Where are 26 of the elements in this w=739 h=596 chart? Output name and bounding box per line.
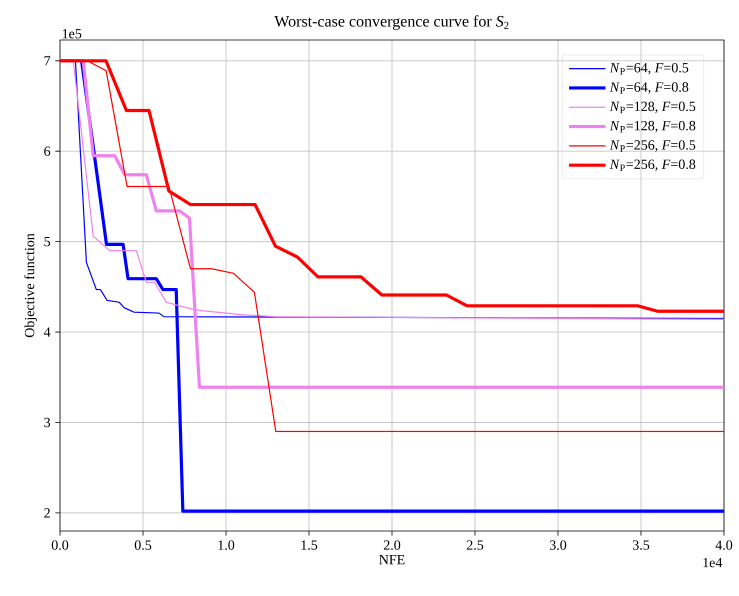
x-tick-label: 4.0 xyxy=(716,540,732,550)
x-tick-label: 1.5 xyxy=(301,540,318,550)
y-tick-label: 5 xyxy=(44,236,50,246)
text: 1e4 xyxy=(703,558,722,568)
legend-label: N$_{P}$=256, F=0.5 xyxy=(610,140,696,152)
x-tick-label: 2.5 xyxy=(466,540,484,550)
x-tick-label: 2.0 xyxy=(384,540,400,550)
x-tick-label: 3.0 xyxy=(550,540,566,550)
legend-label: N$_{P}$=128, F=0.5 xyxy=(610,102,696,114)
legend-label: N$_{P}$=128, F=0.8 xyxy=(610,120,696,132)
x-tick-label: 0.5 xyxy=(134,540,152,550)
x-tick-label: 0.0 xyxy=(52,540,68,550)
y-tick-label: 6 xyxy=(44,146,50,156)
x-tick-label: 1.0 xyxy=(218,540,234,550)
legend-label: N$_{P}$=64, F=0.8 xyxy=(610,82,688,94)
legend-label: N$_{P}$=64, F=0.5 xyxy=(610,62,688,74)
x-axis-title: NFE xyxy=(379,555,405,564)
legend-label: N$_{P}$=256, F=0.8 xyxy=(610,160,696,172)
y-tick-label: 4 xyxy=(44,327,50,337)
y-axis-title: Objective function xyxy=(24,233,38,338)
text: 1e5 xyxy=(62,29,82,38)
x-tick-label: 3.5 xyxy=(632,540,650,550)
y-tick-label: 3 xyxy=(44,418,50,428)
chart-title: Worst-case convergence curve for S$_{2}$ xyxy=(274,15,508,30)
y-tick-label: 7 xyxy=(44,56,50,66)
y-tick-label: 2 xyxy=(44,508,50,518)
